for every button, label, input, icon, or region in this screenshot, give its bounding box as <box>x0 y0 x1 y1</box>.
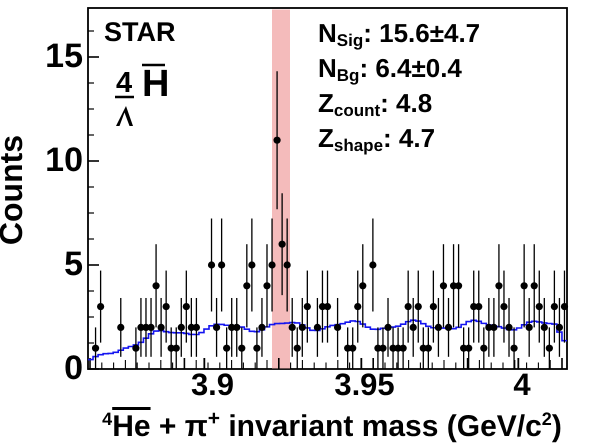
svg-text:3.95: 3.95 <box>334 367 394 402</box>
svg-text:3.9: 3.9 <box>191 367 234 402</box>
svg-text:4: 4 <box>116 67 132 99</box>
svg-text:Counts: Counts <box>0 135 29 245</box>
svg-text:10: 10 <box>45 141 83 179</box>
svg-text:Zcount: 4.8: Zcount: 4.8 <box>318 88 432 120</box>
svg-text:15: 15 <box>45 37 83 75</box>
svg-text:STAR: STAR <box>104 17 176 47</box>
svg-text:0: 0 <box>64 349 83 387</box>
svg-text:Zshape: 4.7: Zshape: 4.7 <box>318 123 435 155</box>
svg-text:4: 4 <box>513 367 531 402</box>
svg-text:5: 5 <box>64 245 83 283</box>
svg-text:H: H <box>142 63 169 105</box>
svg-text:NSig: 15.6±4.7: NSig: 15.6±4.7 <box>318 18 480 50</box>
svg-text:NBg: 6.4±0.4: NBg: 6.4±0.4 <box>318 53 462 85</box>
